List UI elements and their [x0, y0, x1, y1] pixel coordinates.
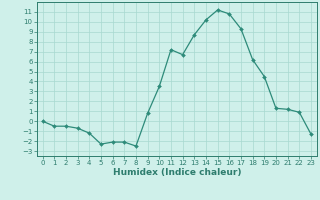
X-axis label: Humidex (Indice chaleur): Humidex (Indice chaleur): [113, 168, 241, 177]
